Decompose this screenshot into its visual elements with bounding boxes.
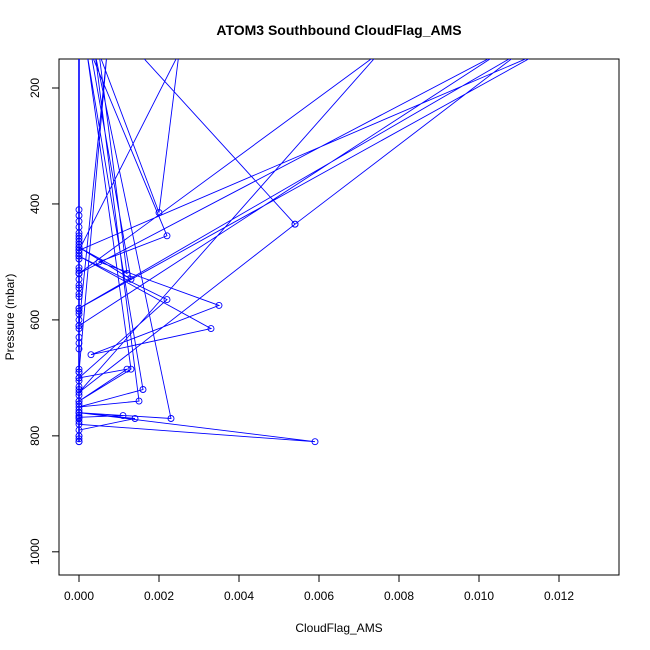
data-point bbox=[75, 255, 83, 263]
data-point bbox=[75, 383, 83, 391]
y-tick-label: 1000 bbox=[28, 538, 42, 565]
data-point bbox=[167, 415, 175, 422]
data-point bbox=[75, 415, 83, 422]
x-axis-label: CloudFlag_AMS bbox=[295, 621, 382, 635]
y-tick-label: 800 bbox=[28, 426, 42, 446]
data-point bbox=[75, 322, 83, 330]
data-point bbox=[75, 397, 83, 405]
data-point bbox=[75, 293, 83, 301]
data-point bbox=[75, 435, 83, 443]
data-point bbox=[311, 438, 319, 446]
data-point bbox=[163, 296, 171, 304]
y-tick-label: 400 bbox=[28, 194, 42, 214]
x-tick-label: 0.006 bbox=[304, 589, 334, 603]
data-point bbox=[207, 325, 215, 333]
data-point bbox=[75, 365, 83, 373]
x-axis: 0.000 0.002 0.004 0.006 0.008 0.010 0.012 bbox=[64, 574, 574, 603]
data-point bbox=[123, 270, 131, 277]
x-tick-label: 0.010 bbox=[464, 589, 494, 603]
plot-frame bbox=[58, 58, 620, 576]
data-point bbox=[163, 232, 171, 240]
data-point bbox=[75, 281, 83, 289]
chart-title: ATOM3 Southbound CloudFlag_AMS bbox=[216, 22, 461, 38]
data-point bbox=[75, 417, 83, 425]
x-tick-label: 0.004 bbox=[224, 589, 254, 603]
data-point bbox=[215, 301, 223, 309]
data-point bbox=[75, 374, 83, 382]
data-point bbox=[135, 397, 143, 405]
data-point bbox=[127, 365, 135, 373]
data-point bbox=[127, 275, 135, 283]
data-point bbox=[75, 252, 83, 260]
series-line bbox=[77, 59, 530, 443]
data-point bbox=[75, 267, 83, 275]
data-point bbox=[291, 220, 299, 228]
x-tick-label: 0.012 bbox=[544, 589, 574, 603]
y-tick-label: 600 bbox=[28, 310, 42, 330]
data-point bbox=[95, 258, 103, 266]
x-tick-label: 0.000 bbox=[64, 589, 94, 603]
data-point bbox=[75, 290, 83, 298]
data-point bbox=[87, 351, 95, 359]
data-point bbox=[75, 325, 83, 333]
plot-area bbox=[75, 59, 530, 446]
y-tick-label: 200 bbox=[28, 78, 42, 98]
x-tick-label: 0.002 bbox=[144, 589, 174, 603]
y-axis-label: Pressure (mbar) bbox=[3, 274, 17, 361]
x-tick-label: 0.008 bbox=[384, 589, 414, 603]
data-point bbox=[139, 386, 147, 393]
data-point bbox=[123, 365, 131, 373]
data-point bbox=[75, 307, 83, 315]
data-point bbox=[75, 438, 83, 446]
data-point bbox=[131, 415, 139, 422]
y-axis: 200 400 600 800 1000 bbox=[28, 78, 59, 565]
data-point bbox=[155, 209, 163, 217]
data-point bbox=[119, 412, 127, 420]
data-point bbox=[75, 345, 83, 353]
